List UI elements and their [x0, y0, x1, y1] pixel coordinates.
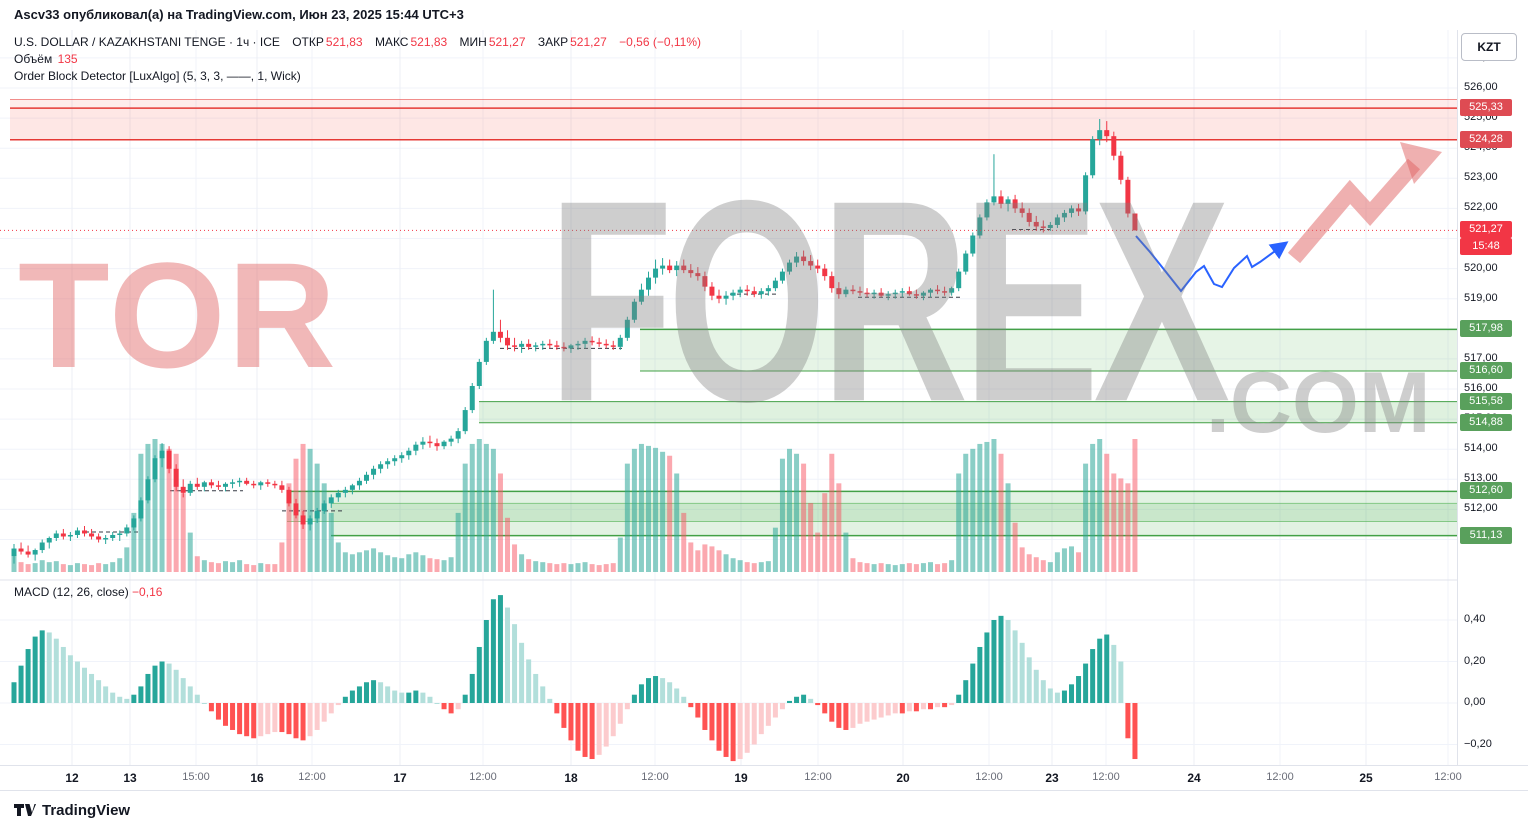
time-axis-label: 13: [123, 771, 137, 785]
price-badge: 516,60: [1460, 361, 1512, 379]
close-label: ЗАКР: [537, 35, 569, 49]
volume-value: 135: [57, 52, 78, 66]
macd-histogram: [11, 595, 1138, 762]
price-badge: 512,60: [1460, 482, 1512, 500]
axis-label: −0,20: [1464, 737, 1492, 750]
time-axis-label: 25: [1359, 771, 1373, 785]
low-label: МИН: [459, 35, 487, 49]
countdown-badge: 15:48: [1460, 238, 1512, 256]
tradingview-link[interactable]: TradingView: [14, 802, 130, 819]
time-axis-label: 12:00: [469, 771, 497, 783]
time-axis-label: 24: [1187, 771, 1201, 785]
volume-bars: [11, 439, 1138, 572]
axis-label: 517,00: [1464, 351, 1498, 364]
axis-label: 513,00: [1464, 472, 1498, 485]
symbol-row: U.S. DOLLAR / KAZAKHSTANI TENGE · 1ч · I…: [14, 34, 701, 51]
bottom-bar: TradingView: [0, 790, 1528, 828]
price-badge: 514,88: [1460, 413, 1512, 431]
axis-label: 0,20: [1464, 654, 1486, 667]
axis-label: 526,00: [1464, 81, 1498, 93]
price-badge: 517,98: [1460, 320, 1512, 338]
time-axis-label: 18: [564, 771, 578, 785]
dashed-levels: [85, 228, 1050, 533]
publication-bar: Ascv33 опубликовал(а) на TradingView.com…: [0, 0, 1528, 30]
change-value: −0,56 (−0,11%): [619, 35, 701, 49]
symbol-title[interactable]: U.S. DOLLAR / KAZAKHSTANI TENGE · 1ч · I…: [14, 35, 280, 49]
price-badge: 524,28: [1460, 130, 1512, 148]
time-axis-label: 15:00: [182, 771, 210, 783]
time-axis-label: 12:00: [804, 771, 832, 783]
candlesticks: [11, 119, 1138, 564]
time-axis-label: 19: [734, 771, 748, 785]
close-value: 521,27: [570, 35, 607, 49]
volume-row: Объём 135: [14, 51, 701, 68]
chart-legend: U.S. DOLLAR / KAZAKHSTANI TENGE · 1ч · I…: [14, 34, 701, 85]
tradingview-logo-text: TradingView: [42, 801, 131, 819]
time-axis-label: 12:00: [1092, 771, 1120, 783]
time-axis-label: 20: [896, 771, 910, 785]
indicator-row: Order Block Detector [LuxAlgo] (5, 3, 3,…: [14, 68, 701, 85]
order-block-zones: [10, 98, 1457, 537]
grid-layer: [0, 30, 1457, 765]
axis-label: 522,00: [1464, 201, 1498, 214]
high-label: МАКС: [374, 35, 409, 49]
time-axis-label: 12:00: [1434, 771, 1462, 783]
time-axis-label: 12:00: [975, 771, 1003, 783]
low-value: 521,27: [488, 35, 526, 49]
high-value: 521,83: [410, 35, 448, 49]
macd-title[interactable]: MACD (12, 26, close): [14, 585, 129, 599]
time-axis-label: 12:00: [1266, 771, 1294, 783]
currency-button[interactable]: KZT: [1461, 33, 1517, 61]
axis-label: 519,00: [1464, 291, 1498, 304]
time-axis-label: 12:00: [641, 771, 669, 783]
axis-label: 523,00: [1464, 171, 1498, 184]
axis-label: 0,40: [1464, 613, 1486, 625]
indicator-title[interactable]: Order Block Detector [LuxAlgo] (5, 3, 3,…: [14, 69, 301, 83]
volume-label[interactable]: Объём: [14, 52, 53, 66]
axis-label: 0,00: [1464, 696, 1486, 708]
price-badge: 521,27: [1460, 221, 1512, 239]
macd-legend: MACD (12, 26, close) −0,16: [14, 585, 162, 599]
overlay-lines: [0, 229, 1457, 293]
macd-value: −0,16: [132, 585, 163, 599]
time-axis-label: 16: [250, 771, 264, 785]
time-axis-label: 23: [1045, 771, 1059, 785]
time-axis-label: 17: [393, 771, 407, 785]
axis-label: 514,00: [1464, 442, 1498, 455]
open-value: 521,83: [325, 35, 363, 49]
time-axis-label: 12: [65, 771, 79, 785]
price-axis[interactable]: 527,00526,00525,00524,00523,00522,00521,…: [1457, 30, 1528, 765]
axis-label: 512,00: [1464, 502, 1498, 515]
time-axis[interactable]: 12 13 15:00 16 12:00 17 12:00 18 12:00 19 12:00 20 1…: [0, 765, 1528, 791]
tradingview-logo-icon: [14, 804, 36, 816]
publication-text: Ascv33 опубликовал(а) на TradingView.com…: [14, 7, 464, 22]
axis-label: 520,00: [1464, 261, 1498, 274]
price-badge: 525,33: [1460, 99, 1512, 117]
axis-label: 516,00: [1464, 382, 1498, 394]
open-label: ОТКР: [292, 35, 324, 49]
price-badge: 515,58: [1460, 392, 1512, 410]
time-axis-label: 12:00: [298, 771, 326, 783]
price-badge: 511,13: [1460, 526, 1512, 544]
